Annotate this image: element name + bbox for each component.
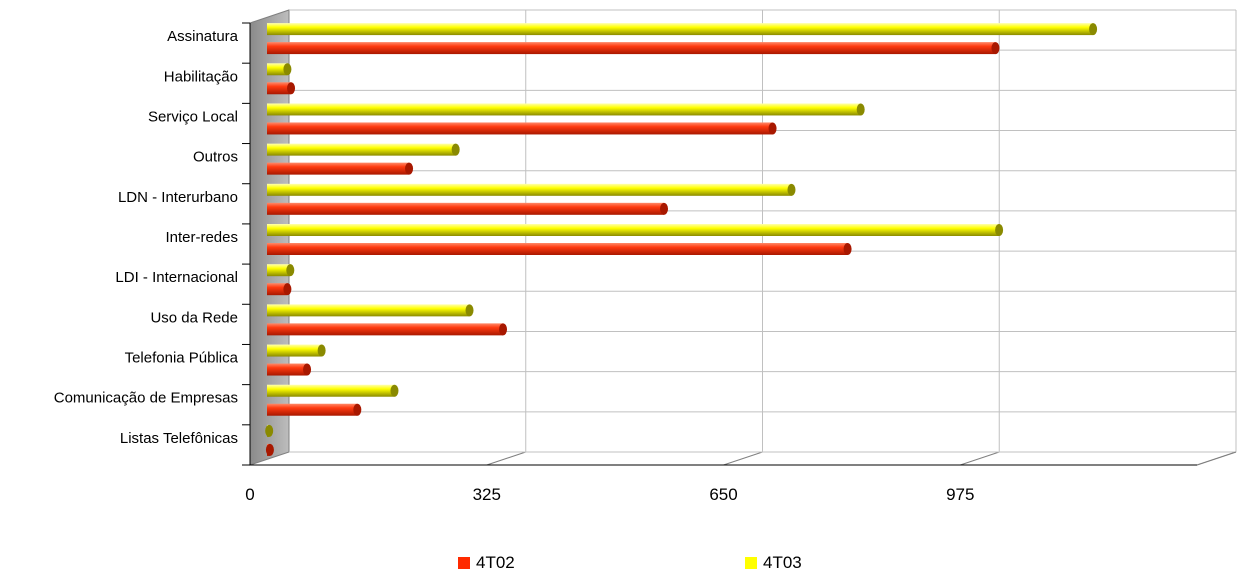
bar-body (267, 103, 861, 116)
chart-side-wall (249, 9, 290, 466)
bar-4t03-3 (267, 143, 460, 156)
bar-4t03-10 (265, 424, 274, 437)
bar-body (267, 82, 292, 95)
bar-4t02-10 (265, 443, 274, 456)
bar-body (267, 304, 470, 317)
bar-4t03-7 (267, 304, 474, 317)
bar-end-cap (287, 82, 296, 95)
category-label: Serviço Local (148, 108, 238, 125)
bar-4t03-2 (267, 103, 865, 116)
bar-4t03-5 (267, 224, 1004, 236)
bar-4t02-9 (267, 403, 362, 416)
bar-body (267, 162, 410, 175)
bar-4t02-1 (267, 82, 296, 95)
bar-4t03-4 (267, 183, 796, 196)
bar-end-cap (660, 202, 669, 215)
bar-end-cap (283, 283, 292, 296)
category-label: Comunicação de Empresas (54, 390, 238, 407)
category-label: Habilitação (164, 68, 238, 85)
x-tick-label: 0 (245, 485, 254, 504)
category-label: Outros (193, 149, 238, 166)
bar-4t02-0 (267, 42, 1000, 55)
bar-end-cap (1089, 23, 1098, 36)
bar-4t02-3 (267, 162, 414, 175)
bar-end-cap (499, 323, 508, 336)
bar-end-cap (317, 344, 326, 357)
bar-end-cap (303, 363, 312, 376)
bar-body (267, 63, 288, 76)
x-tick-label: 325 (473, 485, 501, 504)
bar-end-cap (405, 162, 414, 175)
bar-body (267, 243, 848, 255)
category-label: Inter-redes (165, 229, 238, 246)
bar-end-cap (856, 103, 865, 116)
bar-body (267, 42, 996, 55)
legend-label-4t02: 4T02 (476, 553, 515, 572)
bar-body (267, 344, 322, 357)
bar-end-cap (991, 42, 1000, 55)
bar-body (267, 384, 395, 397)
bar-body (267, 283, 288, 296)
bar-4t03-0 (267, 23, 1098, 36)
bar-4t02-7 (267, 323, 508, 336)
bar-4t02-2 (267, 122, 777, 135)
bar-4t03-8 (267, 344, 326, 357)
bar-end-cap (353, 403, 362, 416)
bar-4t02-5 (267, 243, 852, 255)
bar-4t02-8 (267, 363, 312, 376)
floor-gridline (960, 451, 1000, 466)
legend-item-4t02: 4T02 (458, 553, 515, 573)
floor-gridline (486, 451, 526, 466)
bar-4t02-4 (267, 202, 669, 215)
legend-swatch-4t02 (458, 557, 470, 569)
category-label: Assinatura (167, 28, 239, 45)
bar-end-cap (995, 224, 1004, 236)
bar-body (267, 363, 308, 376)
category-label: Uso da Rede (150, 309, 238, 326)
bar-end-cap (390, 384, 399, 397)
bar-end-cap (283, 63, 292, 76)
bar-body (267, 143, 456, 156)
bar-4t03-1 (267, 63, 292, 76)
category-label: Telefonia Pública (125, 350, 239, 367)
bar-body (267, 202, 665, 215)
bar-end-cap (265, 424, 274, 437)
bar-end-cap (768, 122, 777, 135)
bar-end-cap (286, 264, 295, 277)
floor-gridline (723, 451, 763, 466)
category-label: LDI - Internacional (115, 269, 238, 286)
bar-end-cap (465, 304, 474, 317)
bar-body (267, 323, 504, 336)
bar-body (267, 23, 1094, 36)
legend-swatch-4t03 (745, 557, 757, 569)
floor-right-edge (1196, 451, 1237, 466)
bar-end-cap (843, 243, 852, 255)
legend-label-4t03: 4T03 (763, 553, 802, 572)
legend-item-4t03: 4T03 (745, 553, 802, 573)
bar-body (267, 403, 358, 416)
category-label: LDN - Interurbano (118, 189, 238, 206)
bar-end-cap (451, 143, 460, 156)
bar-end-cap (265, 443, 274, 456)
bar-4t03-9 (267, 384, 399, 397)
x-tick-label: 650 (709, 485, 737, 504)
bar-end-cap (787, 183, 796, 196)
bar-4t02-6 (267, 283, 292, 296)
bar-body (267, 122, 773, 135)
bar-body (267, 264, 291, 277)
bar-4t03-6 (267, 264, 295, 277)
x-tick-label: 975 (946, 485, 974, 504)
category-label: Listas Telefônicas (120, 430, 238, 447)
bar-body (267, 183, 792, 196)
chart-legend: 4T02 4T03 (0, 553, 1237, 575)
bar-body (267, 224, 1000, 236)
